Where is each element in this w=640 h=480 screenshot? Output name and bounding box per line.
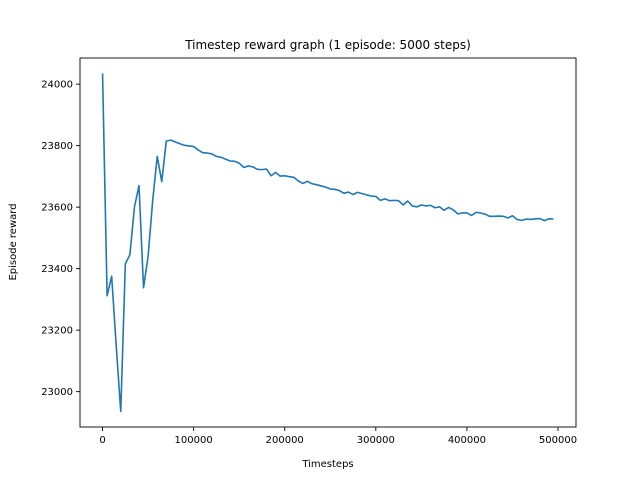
x-tick-label: 200000: [266, 435, 304, 446]
y-axis: 23000 23200 23400 23600 23800 24000: [41, 80, 80, 398]
plot-area: [101, 73, 554, 413]
plot-frame: [79, 57, 577, 428]
y-tick-label: 24000: [41, 80, 73, 91]
chart-title: Timestep reward graph (1 episode: 5000 s…: [184, 38, 471, 52]
y-tick-label: 23200: [41, 326, 73, 337]
reward-series-line: [101, 73, 554, 413]
x-tick-label: 300000: [357, 435, 395, 446]
x-tick-label: 100000: [175, 435, 213, 446]
y-tick-label: 23600: [41, 203, 73, 214]
y-tick-label: 23400: [41, 264, 73, 275]
y-tick-label: 23000: [41, 387, 73, 398]
x-tick-label: 500000: [539, 435, 577, 446]
y-axis-title: Episode reward: [8, 203, 19, 280]
x-axis: 0 100000 200000 300000 400000 500000: [99, 427, 577, 446]
y-tick-label: 23800: [41, 141, 73, 152]
x-tick-label: 0: [99, 435, 105, 446]
x-tick-label: 400000: [448, 435, 486, 446]
x-axis-title: Timesteps: [301, 459, 353, 470]
